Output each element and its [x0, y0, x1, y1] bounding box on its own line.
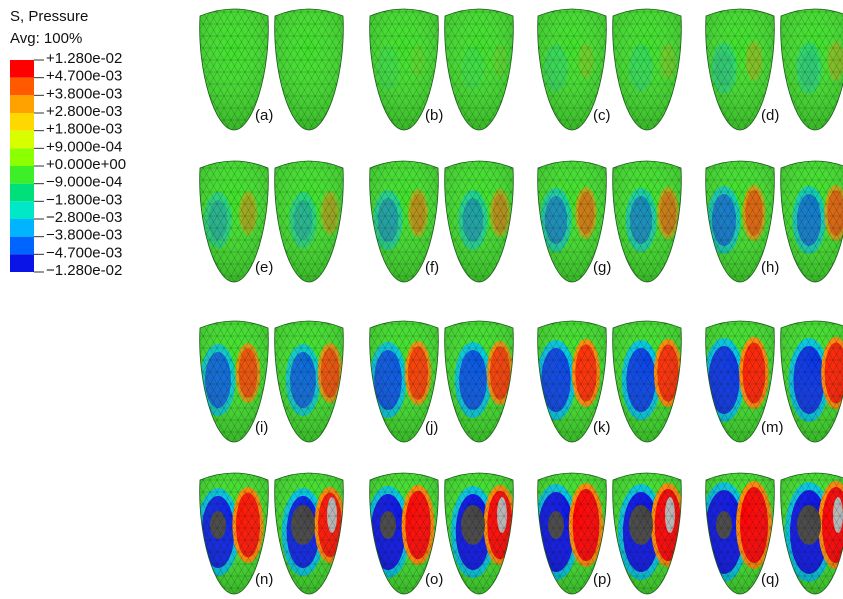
- panel-label: (f): [425, 259, 439, 276]
- legend-label: −1.280e-02: [46, 262, 122, 279]
- legend-label: −9.000e-04: [46, 174, 122, 191]
- panel: (j): [365, 313, 518, 447]
- legend-swatch: [10, 254, 34, 272]
- panel-label: (g): [593, 259, 611, 276]
- legend-label: +2.800e-03: [46, 103, 122, 120]
- legend-label: +0.000e+00: [46, 156, 126, 173]
- specimen: [440, 153, 518, 287]
- panel-label: (k): [593, 419, 611, 436]
- panel-label: (m): [761, 419, 784, 436]
- panel-label: (c): [593, 107, 611, 124]
- specimen: [440, 465, 518, 599]
- specimen: [270, 153, 348, 287]
- specimen: [776, 1, 843, 135]
- panel-label: (d): [761, 107, 779, 124]
- panel: (f): [365, 153, 518, 287]
- panel-label: (e): [255, 259, 273, 276]
- panel: (e): [195, 153, 348, 287]
- legend-label: +9.000e-04: [46, 138, 122, 155]
- panel-label: (n): [255, 571, 273, 588]
- panel: (i): [195, 313, 348, 447]
- legend-swatch: [10, 95, 34, 113]
- legend-subtitle: Avg: 100%: [10, 30, 82, 47]
- panel-label: (j): [425, 419, 438, 436]
- panel: (h): [701, 153, 843, 287]
- panel: (p): [533, 465, 686, 599]
- panel: (g): [533, 153, 686, 287]
- specimen: [776, 313, 843, 447]
- panel: (m): [701, 313, 843, 447]
- specimen: [608, 313, 686, 447]
- panel-label: (i): [255, 419, 268, 436]
- legend-swatch: [10, 166, 34, 184]
- legend-label: −2.800e-03: [46, 209, 122, 226]
- specimen: [608, 465, 686, 599]
- panel: (b): [365, 1, 518, 135]
- specimen: [270, 313, 348, 447]
- panel: (o): [365, 465, 518, 599]
- panel: (k): [533, 313, 686, 447]
- legend-label: −3.800e-03: [46, 227, 122, 244]
- legend-swatch: [10, 201, 34, 219]
- panel-label: (h): [761, 259, 779, 276]
- specimen: [270, 1, 348, 135]
- legend-label: +1.280e-02: [46, 50, 122, 67]
- legend-label: −1.800e-03: [46, 191, 122, 208]
- panel: (c): [533, 1, 686, 135]
- specimen: [776, 465, 843, 599]
- specimen: [608, 1, 686, 135]
- panel-label: (b): [425, 107, 443, 124]
- legend: +1.280e-02+4.700e-03+3.800e-03+2.800e-03…: [10, 50, 126, 279]
- legend-swatch: [10, 60, 34, 78]
- legend-title: S, Pressure: [10, 8, 88, 25]
- legend-swatch: [10, 148, 34, 166]
- legend-swatch: [10, 219, 34, 237]
- legend-label: +3.800e-03: [46, 85, 122, 102]
- panels: (a) (b) (c) (d) (e) (f) (g) (h) (i) (j) (k) (m) (n) (…: [195, 1, 843, 599]
- legend-swatch: [10, 113, 34, 131]
- specimen: [270, 465, 348, 599]
- legend-swatch: [10, 237, 34, 255]
- panel-label: (p): [593, 571, 611, 588]
- specimen: [776, 153, 843, 287]
- figure: S, Pressure Avg: 100% +1.280e-02+4.700e-…: [0, 0, 843, 599]
- specimen: [608, 153, 686, 287]
- panel: (n): [195, 465, 348, 599]
- specimen: [440, 313, 518, 447]
- specimen: [440, 1, 518, 135]
- panel: (a): [195, 1, 348, 135]
- legend-label: −4.700e-03: [46, 244, 122, 261]
- panel-label: (a): [255, 107, 273, 124]
- legend-swatch: [10, 131, 34, 149]
- panel-label: (q): [761, 571, 779, 588]
- legend-label: +1.800e-03: [46, 121, 122, 138]
- panel-label: (o): [425, 571, 443, 588]
- legend-swatch: [10, 184, 34, 202]
- panel: (q): [700, 465, 843, 599]
- legend-label: +4.700e-03: [46, 68, 122, 85]
- panel: (d): [701, 1, 843, 135]
- legend-swatch: [10, 78, 34, 96]
